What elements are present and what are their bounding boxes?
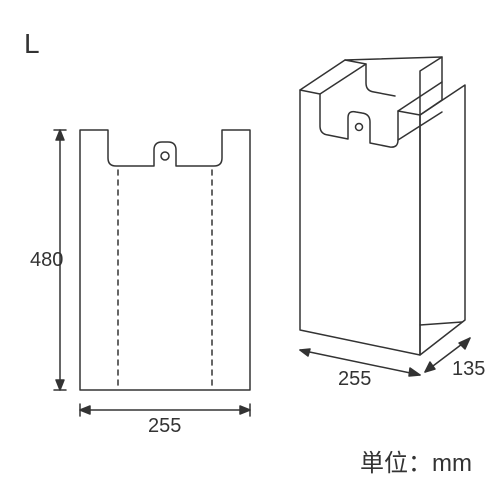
bag3d-side <box>420 85 465 355</box>
bag2d-outline <box>80 130 250 390</box>
dim-depth-value: 135 <box>452 358 485 380</box>
bag3d-back-handle <box>300 60 366 94</box>
bag2d-hole-icon <box>161 152 169 160</box>
bag3d-hole-icon <box>356 124 363 131</box>
diagram-canvas: L 480 <box>0 0 500 500</box>
bag3d-crease <box>420 322 462 325</box>
size-label: L <box>24 28 40 60</box>
bag-diagram-svg: 480 255 <box>0 0 500 500</box>
dim-height-value: 480 <box>30 249 63 271</box>
dim-width-value: 255 <box>148 415 181 437</box>
unit-label: 単位：mm <box>360 443 472 478</box>
bag3d-side-handle <box>420 57 442 115</box>
dim-width3d-value: 255 <box>338 368 371 390</box>
